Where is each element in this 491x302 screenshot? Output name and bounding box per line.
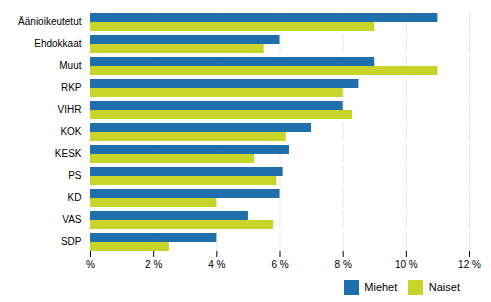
html-text:Miehet: Miehet: [364, 281, 398, 294]
svg-text:VIHR: VIHR: [58, 104, 82, 115]
svg-text:12 %: 12 %: [458, 259, 481, 270]
html-text:Naiset: Naiset: [428, 281, 460, 294]
svg-text:4 %: 4 %: [208, 259, 225, 270]
svg-text:Äänioikeutetut: Äänioikeutetut: [18, 16, 82, 27]
svg-text:10 %: 10 %: [395, 259, 418, 270]
svg-text:Ehdokkaat: Ehdokkaat: [34, 38, 81, 49]
svg-text:KOK: KOK: [60, 126, 81, 137]
svg-text:8 %: 8 %: [335, 259, 352, 270]
svg-text:PS: PS: [68, 170, 82, 181]
svg-text:VAS: VAS: [62, 214, 82, 225]
svg-text:KESK: KESK: [55, 148, 82, 159]
svg-text:Muut: Muut: [59, 60, 81, 71]
svg-text:SDP: SDP: [61, 236, 82, 247]
svg-text:6 %: 6 %: [271, 259, 288, 270]
svg-text:RKP: RKP: [61, 82, 82, 93]
svg-text:KD: KD: [68, 192, 82, 203]
svg-text:%: %: [86, 259, 95, 270]
svg-text:2 %: 2 %: [145, 259, 162, 270]
